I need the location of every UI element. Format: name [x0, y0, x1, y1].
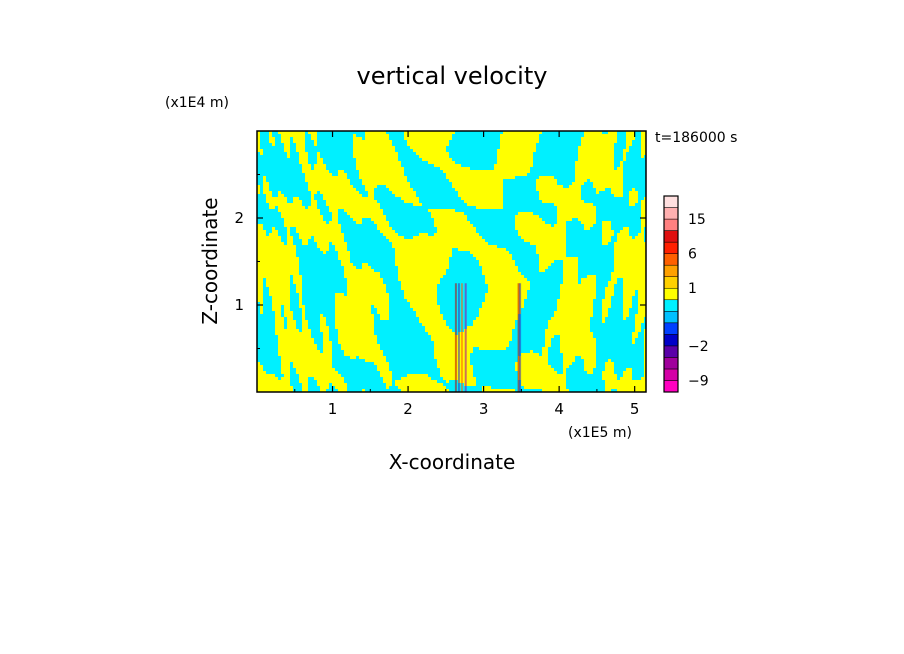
velocity-field: [257, 131, 646, 392]
colorbar-segment: [663, 368, 679, 381]
colorbar-tick-label: 6: [688, 247, 697, 263]
colorbar-tick-label: −9: [688, 373, 709, 389]
field-streak: [464, 283, 467, 392]
colorbar-segment: [663, 287, 679, 301]
field-streak: [517, 283, 520, 392]
colorbar-tick-label: 15: [688, 212, 706, 228]
field-streak: [454, 283, 457, 392]
y-tick-label: 2: [234, 209, 244, 227]
colorbar-segment: [663, 195, 679, 208]
colorbar-segment: [663, 207, 679, 220]
x-tick-label: 2: [403, 400, 413, 418]
y-axis-ticks: 12: [234, 174, 646, 349]
colorbar-segment: [663, 230, 679, 243]
y-tick-label: 1: [234, 296, 244, 314]
colorbar-frame: [663, 195, 679, 393]
colorbar-segment: [663, 253, 679, 266]
colorbar-segment: [663, 218, 679, 231]
colorbar-segment: [663, 322, 679, 335]
colorbar-segment: [663, 311, 679, 324]
colorbar-segment: [663, 334, 679, 347]
x-tick-label: 3: [479, 400, 489, 418]
chart-title: vertical velocity: [357, 62, 548, 90]
y-unit-label: (x1E4 m): [165, 95, 229, 111]
x-tick-label: 1: [328, 400, 338, 418]
colorbar-segment: [663, 276, 679, 289]
colorbar: 15 6 1 −2 −9: [663, 195, 709, 393]
time-label: t=186000 s: [655, 130, 737, 146]
colorbar-segment: [663, 299, 679, 312]
x-unit-label: (x1E5 m): [568, 425, 632, 441]
colorbar-tick-label: 1: [688, 281, 697, 297]
x-axis-ticks: 1 2 3 4 5: [294, 131, 640, 418]
field-streak: [519, 283, 522, 392]
x-axis-label: X-coordinate: [389, 450, 516, 474]
colorbar-segment: [663, 357, 679, 370]
x-tick-label: 5: [630, 400, 640, 418]
field-streak: [457, 283, 460, 392]
colorbar-segment: [663, 345, 679, 358]
y-axis-label: Z-coordinate: [198, 197, 222, 324]
colorbar-segment: [663, 241, 679, 254]
colorbar-segment: [663, 264, 679, 277]
colorbar-tick-label: −2: [688, 339, 709, 355]
field-streak: [460, 283, 463, 392]
x-tick-label: 4: [554, 400, 564, 418]
colorbar-segment: [663, 380, 679, 393]
